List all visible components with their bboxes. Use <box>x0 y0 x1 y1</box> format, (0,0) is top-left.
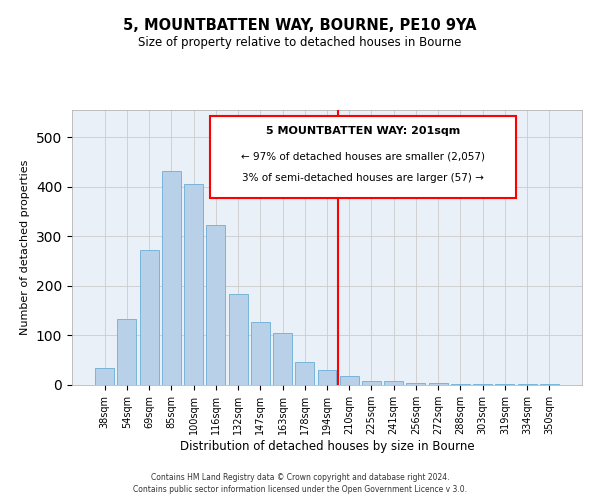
Text: 3% of semi-detached houses are larger (57) →: 3% of semi-detached houses are larger (5… <box>242 174 484 183</box>
Y-axis label: Number of detached properties: Number of detached properties <box>20 160 31 335</box>
Bar <box>473 384 492 385</box>
Text: Contains public sector information licensed under the Open Government Licence v : Contains public sector information licen… <box>133 485 467 494</box>
Bar <box>340 376 359 385</box>
Bar <box>518 384 536 385</box>
Bar <box>362 380 381 385</box>
Bar <box>118 319 136 385</box>
Bar <box>95 368 114 385</box>
Bar <box>251 322 270 385</box>
Bar <box>295 362 314 385</box>
Bar <box>406 382 425 385</box>
Bar <box>184 184 203 385</box>
Text: ← 97% of detached houses are smaller (2,057): ← 97% of detached houses are smaller (2,… <box>241 151 485 161</box>
Bar <box>162 171 181 385</box>
Bar <box>206 226 225 385</box>
Bar <box>540 384 559 385</box>
Bar <box>384 380 403 385</box>
X-axis label: Distribution of detached houses by size in Bourne: Distribution of detached houses by size … <box>179 440 475 453</box>
Bar <box>229 294 248 385</box>
Text: Size of property relative to detached houses in Bourne: Size of property relative to detached ho… <box>139 36 461 49</box>
Bar <box>451 384 470 385</box>
Text: 5, MOUNTBATTEN WAY, BOURNE, PE10 9YA: 5, MOUNTBATTEN WAY, BOURNE, PE10 9YA <box>123 18 477 32</box>
Text: 5 MOUNTBATTEN WAY: 201sqm: 5 MOUNTBATTEN WAY: 201sqm <box>266 126 460 136</box>
FancyBboxPatch shape <box>210 116 516 198</box>
Bar <box>429 382 448 385</box>
Text: Contains HM Land Registry data © Crown copyright and database right 2024.: Contains HM Land Registry data © Crown c… <box>151 472 449 482</box>
Bar <box>140 250 158 385</box>
Bar <box>496 384 514 385</box>
Bar <box>273 334 292 385</box>
Bar <box>317 370 337 385</box>
